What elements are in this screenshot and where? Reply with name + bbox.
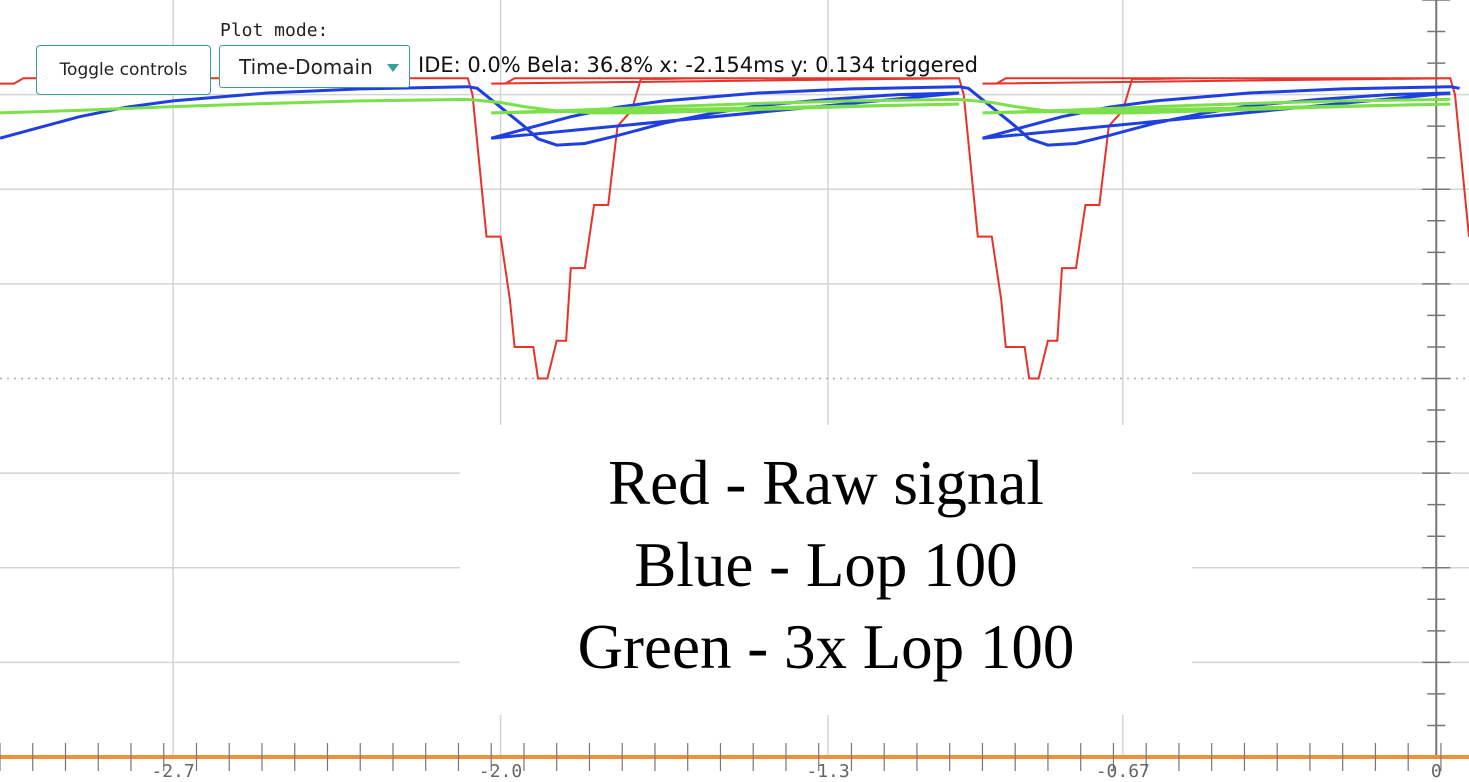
plot-mode-select[interactable]: Time-Domain xyxy=(219,45,410,88)
control-bar: Toggle controls Plot mode: Time-Domain I… xyxy=(0,0,1469,100)
legend-raw-signal: Red - Raw signal xyxy=(608,448,1044,518)
x-tick-label: -2.7 xyxy=(151,761,194,782)
plot-mode-label: Plot mode: xyxy=(220,20,329,41)
trace-lop xyxy=(0,85,1460,147)
x-tick-label: -2.0 xyxy=(479,761,522,782)
bela-cpu-readout: Bela: 36.8% xyxy=(526,53,654,77)
legend-annotation: Red - Raw signal Blue - Lop 100 Green - … xyxy=(460,425,1192,715)
legend-lop-100: Blue - Lop 100 xyxy=(634,530,1018,600)
legend-3x-lop-100: Green - 3x Lop 100 xyxy=(577,612,1075,682)
trigger-status: triggered xyxy=(881,53,979,77)
signal-traces xyxy=(0,77,1469,380)
x-tick-label: 0 xyxy=(1431,761,1442,782)
cursor-y-readout: y: 0.134 xyxy=(790,53,876,77)
x-tick-label: -0.67 xyxy=(1096,761,1150,782)
trace-raw xyxy=(0,77,1469,380)
status-readout: IDE: 0.0% Bela: 36.8% x: -2.154ms y: 0.134 t… xyxy=(418,53,984,77)
trace-lop3 xyxy=(0,97,1451,115)
plot-mode-value: Time-Domain xyxy=(239,54,373,79)
toggle-controls-button[interactable]: Toggle controls xyxy=(36,45,211,95)
cursor-x-readout: x: -2.154ms xyxy=(659,53,785,77)
chevron-down-icon xyxy=(387,64,399,72)
ide-cpu-readout: IDE: 0.0% xyxy=(418,53,521,77)
x-tick-label: -1.3 xyxy=(806,761,849,782)
x-axis: -2.7 -2.0 -1.3 -0.67 0 xyxy=(0,743,1469,782)
